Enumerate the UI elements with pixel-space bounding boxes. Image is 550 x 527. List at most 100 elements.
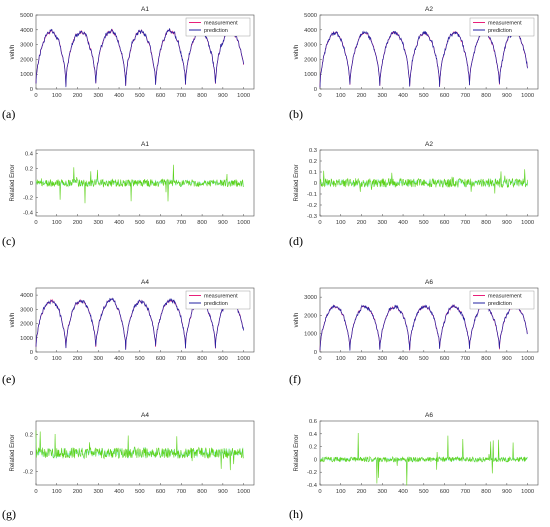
y-axis-label: Relatied Error xyxy=(10,434,16,471)
y-tick-label: 0.4 xyxy=(25,152,34,158)
y-tick-label: 0 xyxy=(314,181,317,187)
y-tick-label: 0.2 xyxy=(309,445,317,451)
y-tick-label: 2000 xyxy=(20,57,33,63)
x-tick-label: 300 xyxy=(377,356,387,362)
x-tick-label: 1000 xyxy=(237,93,250,99)
x-tick-label: 600 xyxy=(440,356,450,362)
x-tick-label: 500 xyxy=(419,489,429,495)
y-axis-label: veh/h xyxy=(294,313,300,328)
x-tick-label: 100 xyxy=(52,356,62,362)
x-tick-label: 900 xyxy=(218,489,228,495)
y-tick-label: 2000 xyxy=(304,313,317,319)
legend-label-prediction: prediction xyxy=(204,301,228,307)
x-tick-label: 200 xyxy=(357,220,367,226)
x-tick-label: 800 xyxy=(197,356,207,362)
y-tick-label: 4000 xyxy=(20,293,33,299)
series-prediction-line xyxy=(319,304,528,351)
x-tick-label: 200 xyxy=(357,93,367,99)
y-tick-label: 0 xyxy=(314,350,317,356)
plot-area xyxy=(319,420,539,486)
x-tick-label: 400 xyxy=(398,356,408,362)
x-tick-label: 900 xyxy=(218,93,228,99)
x-tick-label: 1000 xyxy=(237,489,250,495)
y-tick-label: 0.1 xyxy=(309,170,317,176)
x-tick-label: 400 xyxy=(114,93,124,99)
panel-letter-f: (f) xyxy=(289,372,301,386)
x-tick-label: 500 xyxy=(419,220,429,226)
panel-letter-h: (h) xyxy=(289,507,303,521)
x-tick-label: 0 xyxy=(318,489,321,495)
x-tick-label: 1000 xyxy=(237,356,250,362)
x-tick-label: 700 xyxy=(176,489,186,495)
x-tick-label: 200 xyxy=(357,356,367,362)
y-tick-label: -0.2 xyxy=(23,469,33,475)
x-tick-label: 600 xyxy=(156,489,166,495)
y-tick-label: 4000 xyxy=(304,28,317,34)
x-tick-label: 400 xyxy=(398,220,408,226)
legend-label-measurement: measurement xyxy=(488,294,522,300)
x-tick-label: 800 xyxy=(481,356,491,362)
chart-title: A1 xyxy=(141,141,149,148)
x-tick-label: 600 xyxy=(156,93,166,99)
x-tick-label: 100 xyxy=(336,220,346,226)
x-tick-label: 500 xyxy=(135,356,145,362)
x-tick-label: 300 xyxy=(377,93,387,99)
x-tick-label: 300 xyxy=(93,220,103,226)
panel-letter-d: (d) xyxy=(289,234,303,248)
legend-label-measurement: measurement xyxy=(204,21,238,27)
y-axis-label: veh/h xyxy=(10,45,16,60)
y-tick-label: 1000 xyxy=(304,72,317,78)
x-tick-label: 0 xyxy=(34,93,37,99)
x-tick-label: 500 xyxy=(135,220,145,226)
y-axis-label: Relatied Error xyxy=(10,164,16,201)
y-tick-label: 1000 xyxy=(20,336,33,342)
x-tick-label: 300 xyxy=(377,489,387,495)
x-tick-label: 800 xyxy=(481,489,491,495)
x-tick-label: 0 xyxy=(318,356,321,362)
y-tick-label: -0.2 xyxy=(307,203,317,209)
chart-title: A1 xyxy=(141,6,149,13)
chart-panel-g: A4 Relatied Error 0 100 200 300 400 500 600 700 80… xyxy=(10,412,255,495)
x-tick-label: 900 xyxy=(218,220,228,226)
y-tick-label: 4000 xyxy=(20,28,33,34)
x-tick-label: 400 xyxy=(114,489,124,495)
x-tick-label: 100 xyxy=(336,356,346,362)
x-tick-label: 700 xyxy=(176,220,186,226)
x-tick-label: 100 xyxy=(336,93,346,99)
y-tick-label: 0.6 xyxy=(309,419,317,425)
y-tick-label: -0.1 xyxy=(307,192,317,198)
chart-title: A4 xyxy=(141,412,149,419)
y-tick-label: 2000 xyxy=(20,322,33,328)
panel-letter-c: (c) xyxy=(2,234,15,248)
chart-panel-h: A6 Relatied Error 0 100 200 300 400 500 600 700 80… xyxy=(294,412,539,495)
y-tick-label: 3000 xyxy=(304,43,317,49)
y-tick-label: 0 xyxy=(30,350,33,356)
chart-panel-e: A4 veh/h 0 100 200 300 400 500 600 700 800 900 1000 0… xyxy=(10,279,255,362)
x-tick-label: 700 xyxy=(176,356,186,362)
x-tick-label: 800 xyxy=(197,489,207,495)
x-tick-label: 800 xyxy=(197,93,207,99)
chart-panel-f: A6 veh/h 0 100 200 300 400 500 600 700 800 900 1000 0… xyxy=(294,279,539,362)
y-tick-label: 0 xyxy=(30,181,33,187)
series-prediction-line xyxy=(35,297,244,350)
x-tick-label: 200 xyxy=(357,489,367,495)
x-tick-label: 0 xyxy=(318,220,321,226)
x-tick-label: 100 xyxy=(52,93,62,99)
x-tick-label: 700 xyxy=(460,220,470,226)
y-tick-label: 0.2 xyxy=(25,433,33,439)
x-tick-label: 300 xyxy=(93,356,103,362)
legend-box xyxy=(185,290,251,310)
panel-letter-e: (e) xyxy=(2,372,15,386)
x-tick-label: 800 xyxy=(197,220,207,226)
x-tick-label: 900 xyxy=(502,356,512,362)
y-tick-label: 3000 xyxy=(20,43,33,49)
x-tick-label: 1000 xyxy=(237,220,250,226)
x-tick-label: 100 xyxy=(52,489,62,495)
y-tick-label: -0.3 xyxy=(307,214,317,220)
legend-box xyxy=(469,17,535,37)
y-tick-label: 0 xyxy=(314,457,317,463)
x-tick-label: 500 xyxy=(135,489,145,495)
x-tick-label: 600 xyxy=(156,220,166,226)
chart-panel-b: A2 veh/h 0 100 200 300 400 500 600 700 800 900 1000 0… xyxy=(294,6,539,99)
